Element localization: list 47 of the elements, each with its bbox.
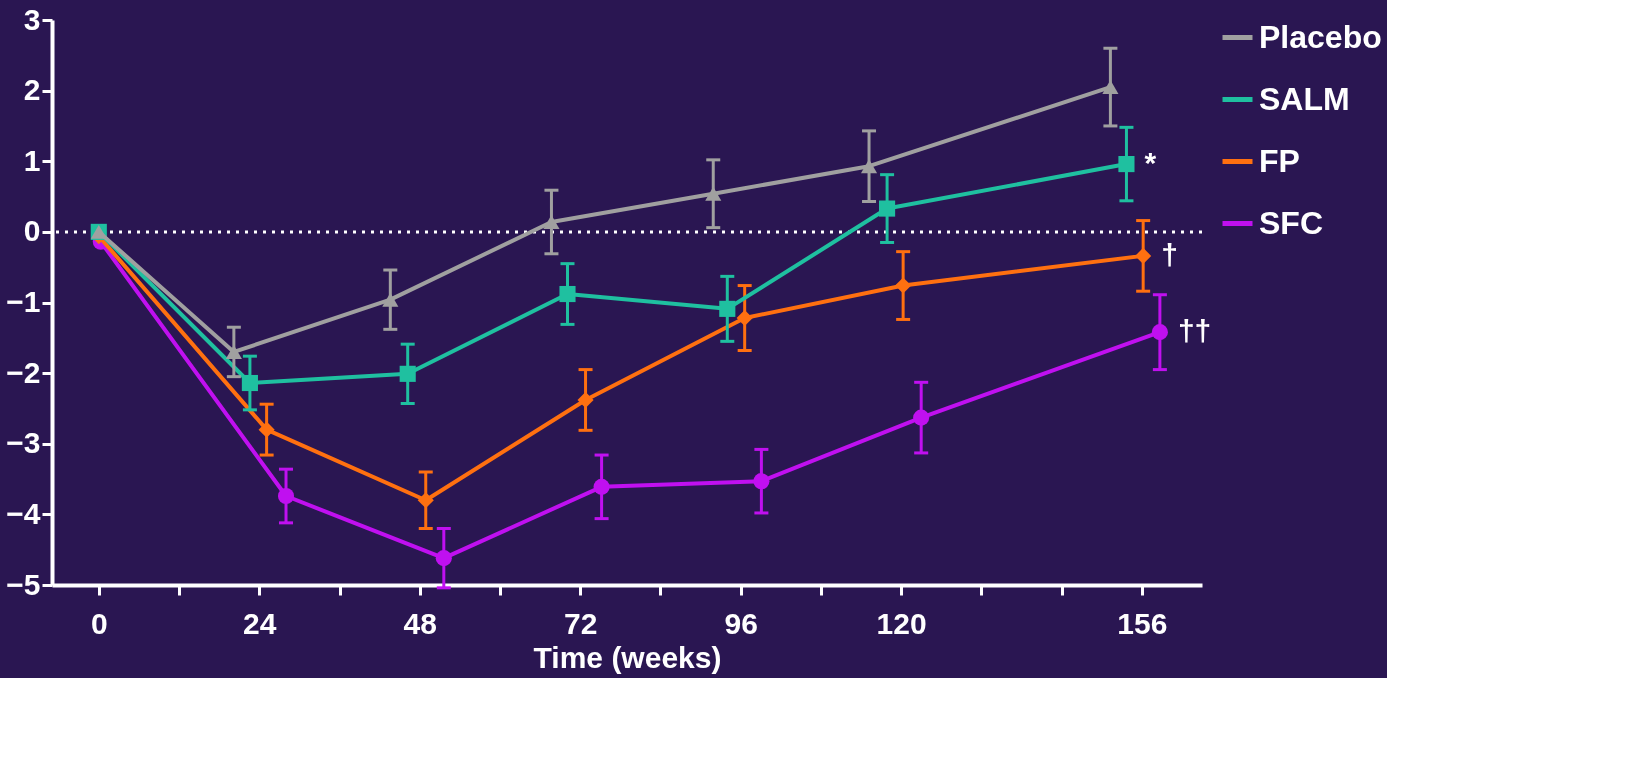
point xyxy=(435,550,452,567)
point xyxy=(382,292,399,307)
x-tick-label: 48 xyxy=(403,606,437,640)
point xyxy=(577,391,594,409)
point xyxy=(417,492,434,509)
x-tick-label: 0 xyxy=(90,606,108,640)
point xyxy=(543,215,560,229)
point xyxy=(1102,80,1119,95)
annotation: † xyxy=(1161,237,1178,271)
point xyxy=(719,300,736,317)
x-tick-label: 120 xyxy=(876,606,927,640)
point xyxy=(559,285,576,303)
y-tick-label: −3 xyxy=(6,426,41,460)
point xyxy=(277,487,295,505)
x-tick-label: 24 xyxy=(243,606,277,640)
annotation: * xyxy=(1144,146,1157,180)
point xyxy=(258,421,275,438)
y-tick-label: −5 xyxy=(6,567,41,601)
y-tick-label: 0 xyxy=(23,214,41,248)
x-tick-label: 156 xyxy=(1117,606,1168,640)
y-tick-label: −4 xyxy=(6,496,41,530)
legend-label: SALM xyxy=(1259,80,1350,117)
point xyxy=(860,159,878,174)
y-tick-label: −1 xyxy=(6,285,41,318)
x-axis-title: Time (weeks) xyxy=(533,640,722,674)
x-tick-label: 72 xyxy=(564,606,598,640)
point xyxy=(913,409,930,426)
point xyxy=(593,478,610,495)
point xyxy=(879,200,896,217)
annotation: †† xyxy=(1177,314,1212,348)
y-tick-label: 3 xyxy=(23,2,41,36)
point xyxy=(705,186,722,201)
y-tick-label: −2 xyxy=(6,355,41,389)
legend-label: Placebo xyxy=(1259,18,1382,55)
point xyxy=(1151,324,1168,341)
point xyxy=(753,473,770,490)
y-tick-label: 2 xyxy=(23,73,41,107)
x-tick-label: 96 xyxy=(724,606,758,640)
point xyxy=(736,309,753,327)
point xyxy=(241,374,258,392)
legend-label: SFC xyxy=(1259,204,1323,241)
point xyxy=(1118,156,1135,173)
point xyxy=(399,365,416,382)
point xyxy=(1135,247,1152,264)
point xyxy=(895,277,912,294)
y-tick-label: 1 xyxy=(23,143,41,177)
legend-label: FP xyxy=(1259,142,1300,179)
